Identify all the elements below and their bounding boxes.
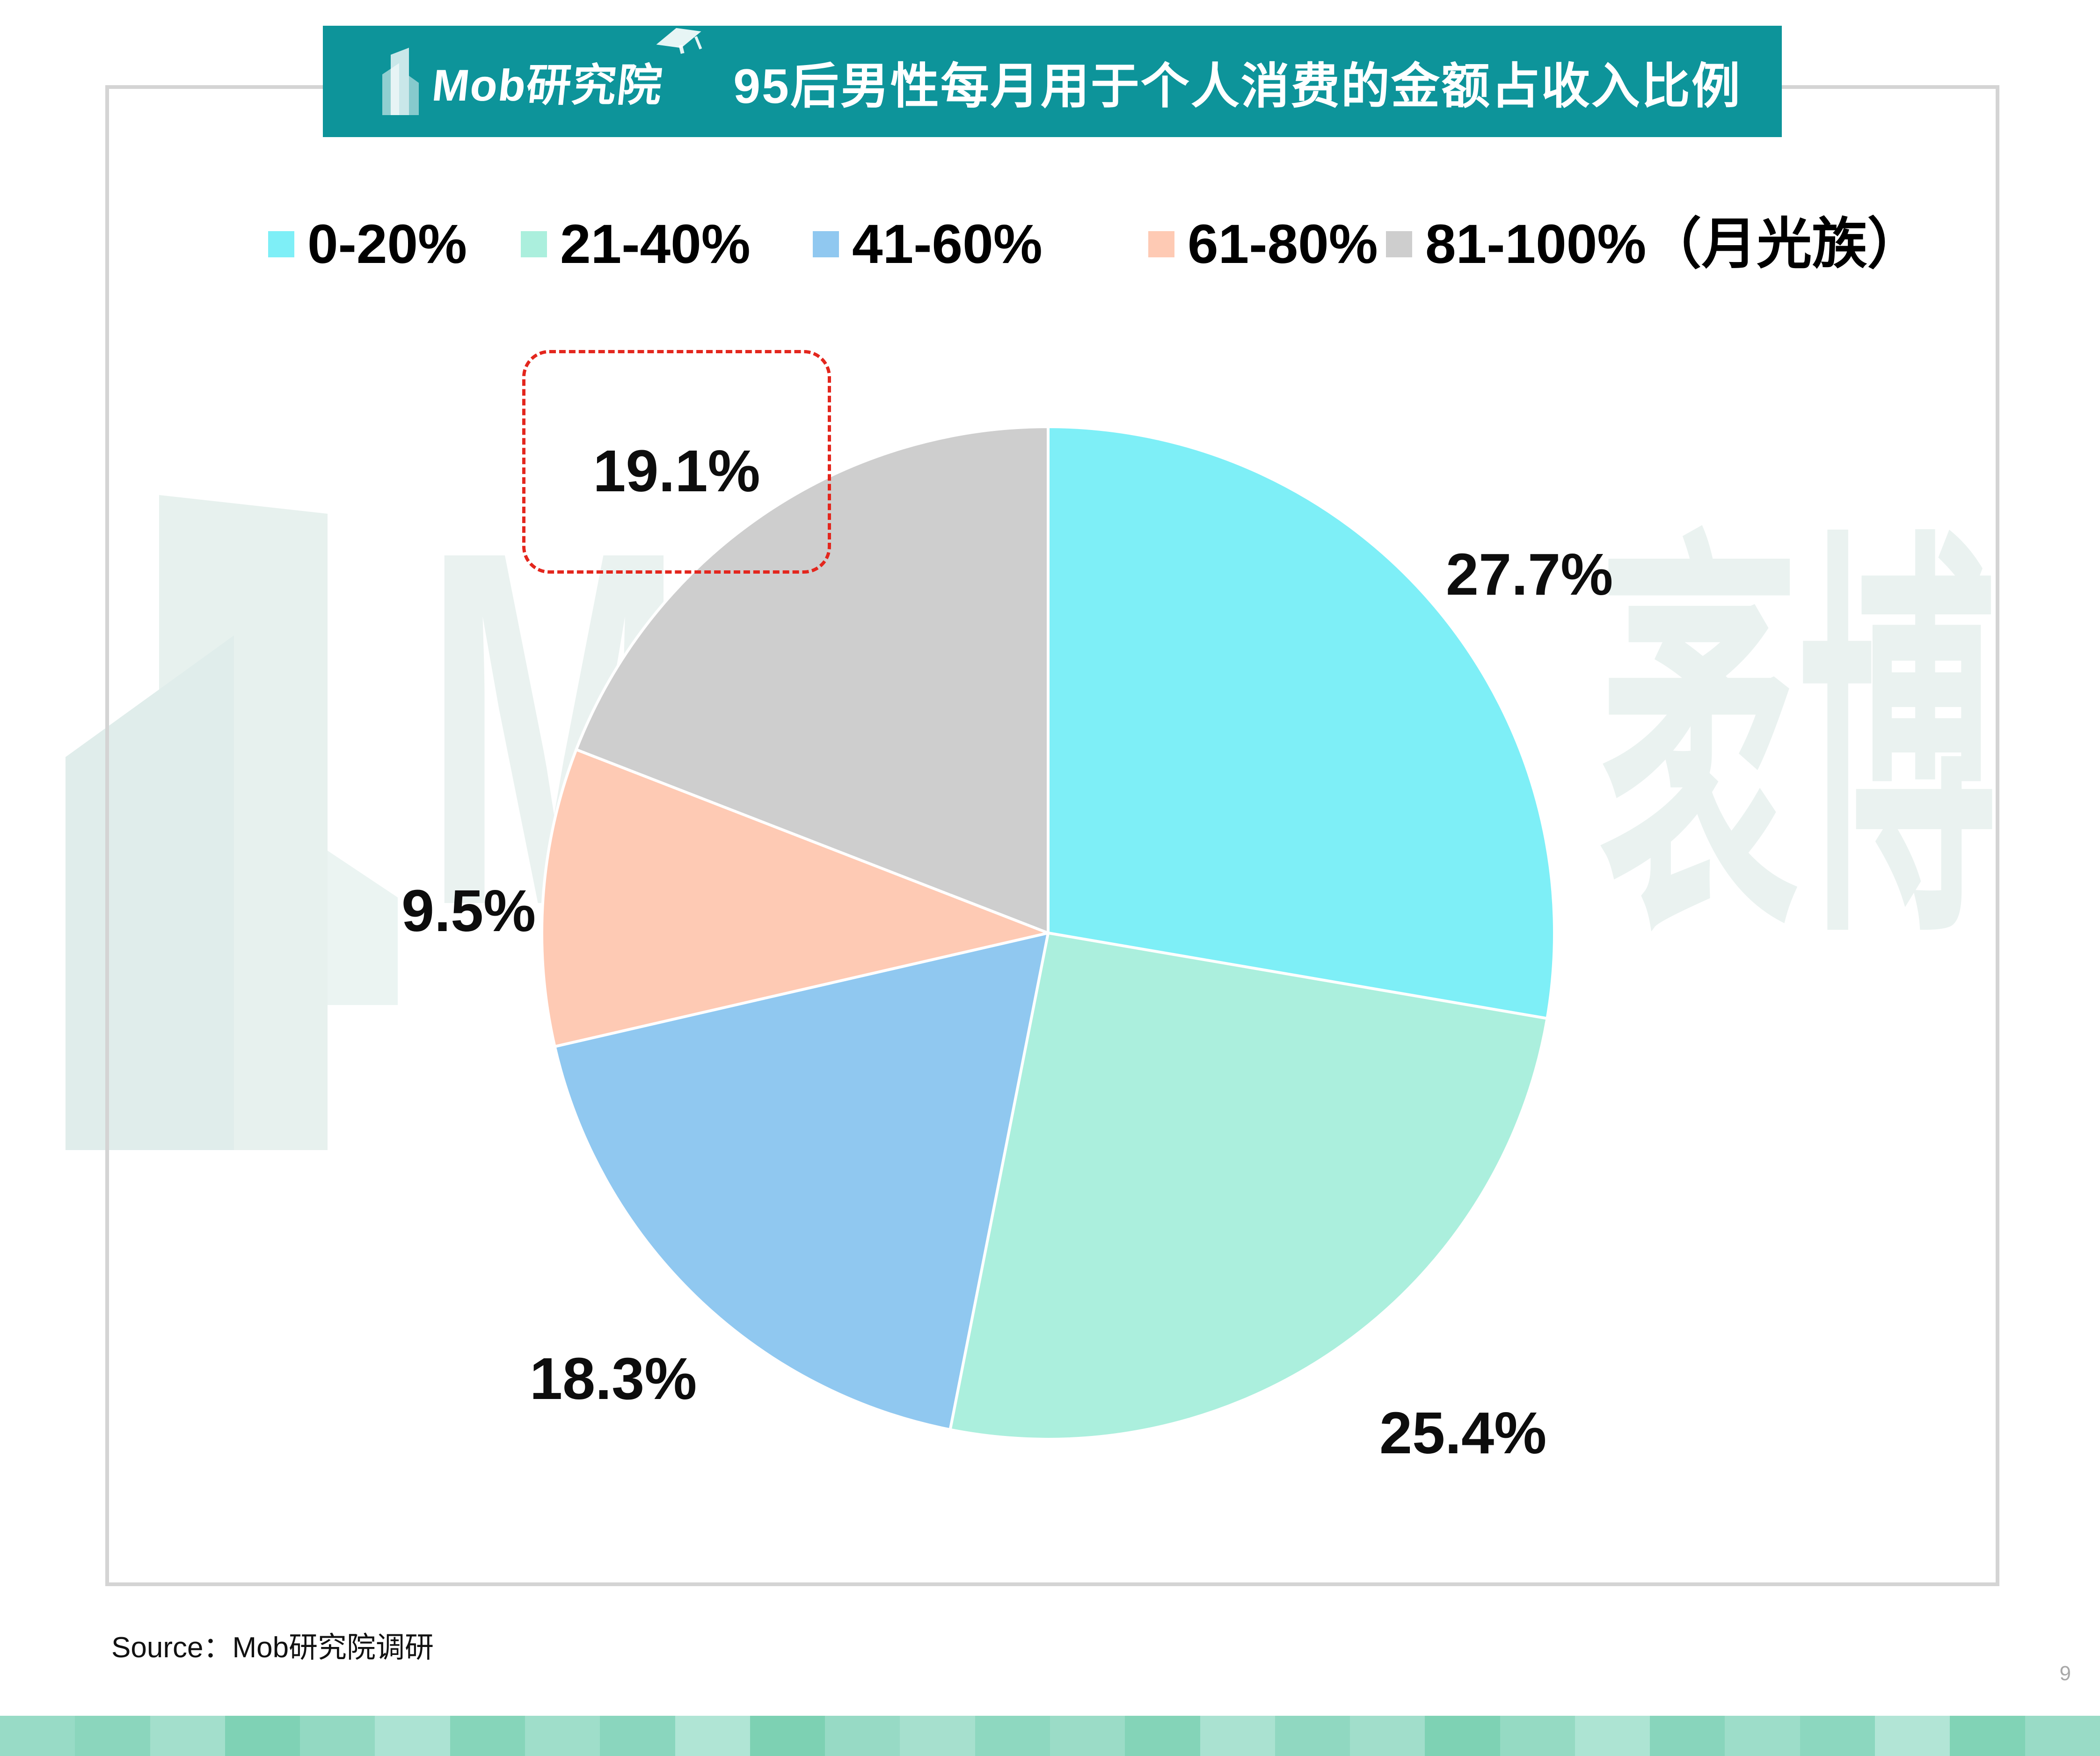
legend-item-0-20: 0-20% [268, 211, 467, 277]
legend-swatch-blue [813, 231, 839, 257]
footer-strip-block [825, 1716, 900, 1756]
footer-strip-block [1275, 1716, 1350, 1756]
footer-strip-block [1125, 1716, 1200, 1756]
legend-label: 0-20% [307, 213, 467, 275]
pie-label-81-100-highlighted: 19.1% [593, 438, 760, 504]
legend-item-81-100: 81-100%（月光族） [1386, 211, 1922, 277]
logo-building-icon [382, 48, 419, 115]
legend-item-41-60: 41-60% [813, 211, 1043, 277]
footer-strip-block [600, 1716, 675, 1756]
footer-strip-block [1650, 1716, 1725, 1756]
source-note: Source：Mob研究院调研 [111, 1632, 434, 1664]
footer-strip-block [150, 1716, 225, 1756]
legend-label: 81-100%（月光族） [1425, 213, 1923, 275]
pie-slice-41-60% [553, 932, 1050, 1431]
title-banner: Mob研究院 95后男性每月用于个人消费的金额占收入比例 [323, 26, 1782, 137]
footer-strip-block [1575, 1716, 1650, 1756]
footer-strip-block [75, 1716, 150, 1756]
footer-strip-block [1425, 1716, 1500, 1756]
footer-strip-block [1050, 1716, 1125, 1756]
footer-strip-block [1800, 1716, 1875, 1756]
graduation-cap-icon [656, 28, 702, 54]
footer-strip-block [1725, 1716, 1800, 1756]
page-number: 9 [2059, 1662, 2071, 1685]
footer-strip-block [675, 1716, 750, 1756]
page-title: 95后男性每月用于个人消费的金额占收入比例 [733, 59, 1742, 114]
footer-strip-block [1200, 1716, 1275, 1756]
legend-item-61-80: 61-80% [1148, 211, 1378, 277]
pie-slice-81-100%（月光族） [575, 425, 1050, 934]
pie-slice-0-20% [1047, 425, 1556, 1020]
footer-strip-block [2025, 1716, 2100, 1756]
footer-strip-block [1875, 1716, 1950, 1756]
footer-strip-block [450, 1716, 525, 1756]
pie-label-0-20: 27.7% [1446, 541, 1613, 607]
legend-swatch-gray [1386, 231, 1412, 257]
footer-decorative-strip [0, 1716, 2100, 1756]
pie-label-61-80: 9.5% [401, 878, 536, 944]
footer-strip-block [1500, 1716, 1575, 1756]
footer-strip-block [300, 1716, 375, 1756]
legend-item-21-40: 21-40% [521, 211, 751, 277]
footer-strip-block [525, 1716, 600, 1756]
pie-label-41-60: 18.3% [530, 1346, 697, 1412]
highlight-dashed-box: 19.1% [522, 350, 831, 574]
footer-strip-block [0, 1716, 75, 1756]
footer-strip-block [900, 1716, 975, 1756]
footer-strip-block [750, 1716, 825, 1756]
legend-swatch-green [521, 231, 547, 257]
footer-strip-block [975, 1716, 1050, 1756]
footer-strip-block [375, 1716, 450, 1756]
legend-label: 61-80% [1188, 213, 1378, 275]
logo-brand-text: Mob研究院 [430, 60, 665, 110]
pie-slice-61-80% [540, 748, 1050, 1048]
footer-strip-block [1950, 1716, 2025, 1756]
pie-slice-21-40% [948, 932, 1549, 1441]
pie-chart [540, 425, 1556, 1441]
legend-swatch-cyan [268, 231, 294, 257]
pie-label-21-40: 25.4% [1379, 1400, 1547, 1466]
legend-label: 21-40% [560, 213, 751, 275]
legend-label: 41-60% [852, 213, 1043, 275]
legend-swatch-peach [1148, 231, 1174, 257]
footer-strip-block [1350, 1716, 1425, 1756]
footer-strip-block [225, 1716, 300, 1756]
mob-logo: Mob研究院 [378, 28, 702, 117]
